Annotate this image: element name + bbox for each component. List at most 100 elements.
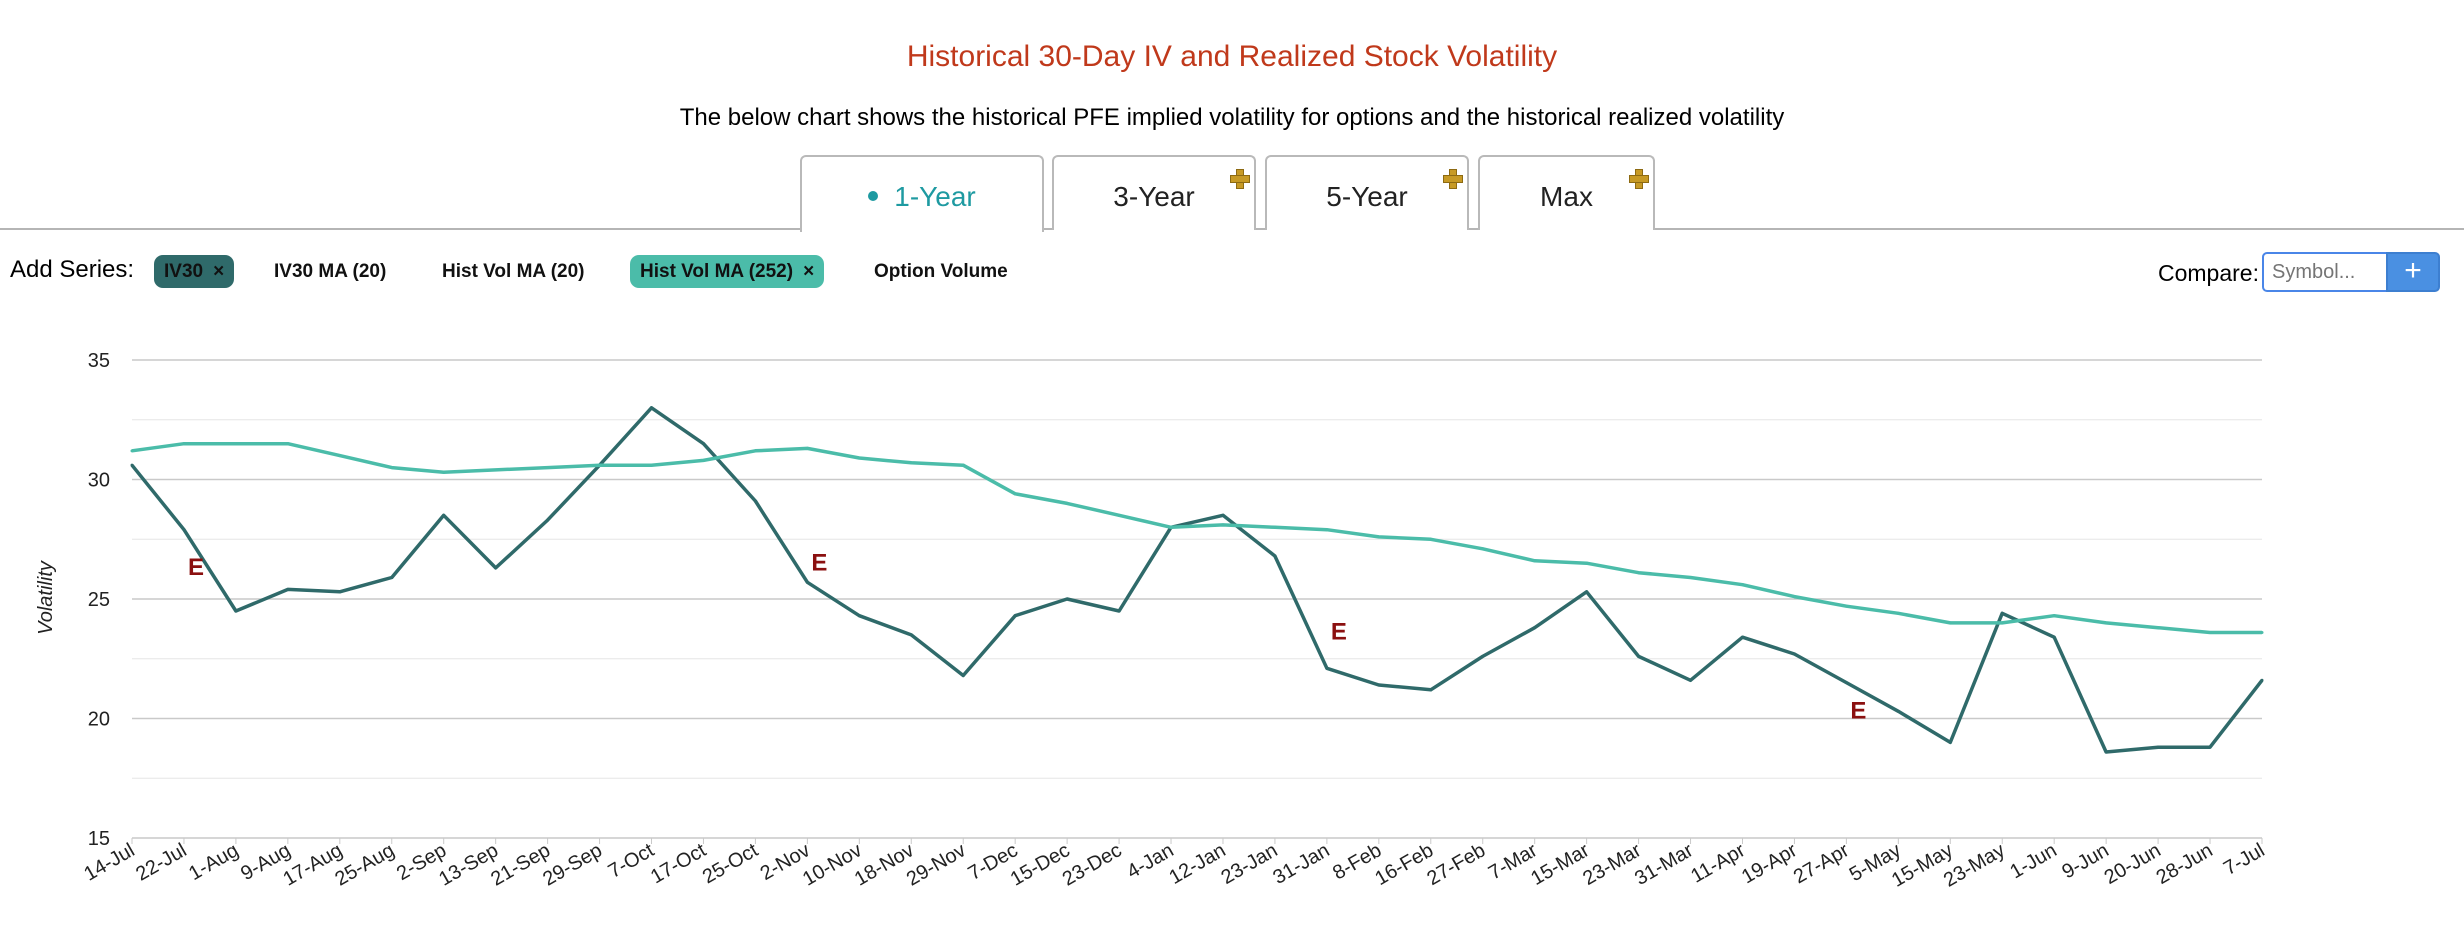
data-point: [546, 518, 550, 522]
data-point: [1533, 559, 1537, 563]
remove-icon[interactable]: ×: [803, 261, 815, 282]
series-pill-label: Option Volume: [874, 261, 1008, 282]
x-tick-label: 16-Feb: [1371, 839, 1437, 890]
data-point: [1740, 635, 1744, 639]
series-pill-iv30-ma20[interactable]: IV30 MA (20): [264, 255, 396, 288]
data-point: [1585, 561, 1589, 565]
series-pill-iv30[interactable]: IV30 ×: [154, 255, 235, 288]
x-tick-label: 25-Oct: [699, 839, 762, 888]
series-layer: [130, 406, 2264, 754]
data-point: [1948, 621, 1952, 625]
tab-max[interactable]: Max: [1478, 155, 1655, 230]
x-tick-label: 17-Aug: [279, 839, 346, 890]
data-point: [1429, 537, 1433, 541]
earnings-marker[interactable]: E: [1850, 698, 1866, 725]
y-tick-label: 35: [88, 350, 110, 372]
series-pill-histvol-ma20[interactable]: Hist Vol MA (20): [432, 255, 595, 288]
data-point: [1429, 688, 1433, 692]
data-point: [701, 442, 705, 446]
chart-subtitle: The below chart shows the historical PFE…: [679, 104, 1785, 131]
data-point: [286, 442, 290, 446]
data-point: [2000, 621, 2004, 625]
data-point: [2260, 678, 2264, 682]
x-tick-label: 19-Apr: [1738, 839, 1801, 888]
data-point: [1273, 554, 1277, 558]
x-tick-label: 1-Aug: [185, 839, 242, 885]
x-tick-label: 12-Jan: [1166, 839, 1230, 889]
x-tick-label: 15-Dec: [1007, 839, 1074, 890]
data-point: [130, 463, 134, 467]
data-point: [1481, 547, 1485, 551]
earnings-marker[interactable]: E: [188, 554, 204, 581]
x-tick-label: 11-Apr: [1687, 839, 1749, 887]
data-point: [1377, 683, 1381, 687]
tab-1-year[interactable]: 1-Year: [800, 155, 1044, 232]
data-point: [1169, 525, 1173, 529]
series-pill-label: Hist Vol MA (20): [442, 261, 585, 282]
data-point: [1377, 535, 1381, 539]
data-point: [2104, 750, 2108, 754]
data-point: [753, 449, 757, 453]
series-pill-label: IV30 MA (20): [274, 261, 387, 282]
premium-plus-icon: [1230, 169, 1250, 189]
data-point: [2260, 630, 2264, 634]
data-point: [130, 449, 134, 453]
y-tick-label: 30: [88, 470, 110, 492]
compare-symbol-input[interactable]: [2262, 252, 2388, 292]
data-point: [650, 463, 654, 467]
data-point: [1896, 611, 1900, 615]
series-line-hist-vol-ma252: [131, 441, 2262, 635]
x-tick-label: 15-Mar: [1527, 839, 1593, 890]
data-point: [1844, 604, 1848, 608]
data-point: [598, 463, 602, 467]
x-tick-label: 23-Dec: [1059, 839, 1126, 890]
earnings-marker[interactable]: E: [1331, 619, 1347, 646]
series-controls: Add Series: IV30 × IV30 MA (20) Hist Vol …: [0, 252, 2464, 292]
data-point: [2000, 611, 2004, 615]
data-point: [909, 633, 913, 637]
series-pill-label: IV30: [164, 261, 204, 282]
x-tick-label: 27-Feb: [1423, 839, 1489, 890]
tab-5-year[interactable]: 5-Year: [1265, 155, 1469, 230]
data-point: [1013, 492, 1017, 496]
compare-add-button[interactable]: +: [2386, 252, 2440, 292]
data-point: [1740, 583, 1744, 587]
premium-plus-icon: [1443, 169, 1463, 189]
data-point: [182, 442, 186, 446]
series-pill-label: Hist Vol MA (252): [640, 261, 794, 282]
data-point: [1481, 654, 1485, 658]
data-point: [805, 580, 809, 584]
data-point: [2156, 745, 2160, 749]
remove-icon[interactable]: ×: [213, 261, 225, 282]
x-tick-label: 25-Aug: [331, 839, 398, 890]
data-point: [546, 466, 550, 470]
data-point: [390, 575, 394, 579]
data-point: [442, 470, 446, 474]
tab-label: 5-Year: [1326, 181, 1408, 212]
x-tick-label: 7-Jul: [2220, 839, 2269, 880]
x-tick-label: 18-Nov: [851, 839, 918, 890]
y-tick-label: 25: [88, 589, 110, 611]
active-dot-icon: [868, 190, 879, 201]
data-point: [1221, 513, 1225, 517]
series-pill-histvol-ma252[interactable]: Hist Vol MA (252) ×: [630, 255, 825, 288]
data-point: [1896, 709, 1900, 713]
data-point: [857, 456, 861, 460]
x-tick-label: 10-Nov: [799, 839, 866, 890]
data-point: [1844, 681, 1848, 685]
series-pill-option-volume[interactable]: Option Volume: [864, 255, 1018, 288]
data-point: [1792, 652, 1796, 656]
data-point: [701, 458, 705, 462]
x-tick-label: 22-Jul: [132, 839, 190, 885]
x-tick-label: 13-Sep: [435, 839, 502, 890]
x-tick-label: 21-Sep: [487, 839, 554, 890]
y-axis: 15 20 25 30 35: [88, 350, 110, 850]
tab-3-year[interactable]: 3-Year: [1052, 155, 1256, 230]
x-tick-label: 17-Oct: [647, 839, 710, 888]
earnings-marker[interactable]: E: [811, 549, 827, 576]
data-point: [753, 499, 757, 503]
x-tick-label: 20-Jun: [2101, 839, 2165, 889]
chart-title: Historical 30-Day IV and Realized Stock …: [906, 40, 1558, 73]
data-point: [234, 609, 238, 613]
x-tick-label: 1-Jun: [2006, 839, 2060, 883]
